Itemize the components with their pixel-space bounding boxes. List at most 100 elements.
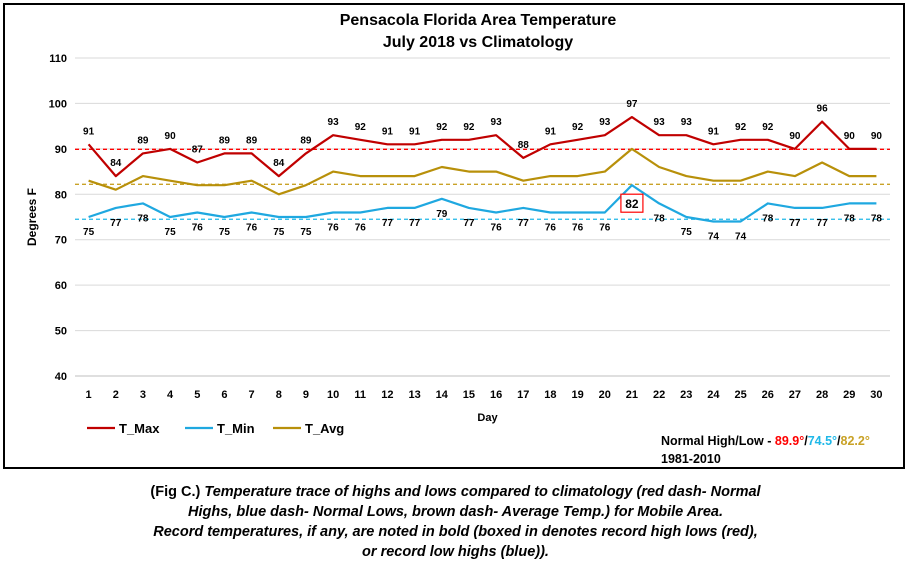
y-tick-label-70: 70: [55, 235, 67, 247]
data-label-t-max-day-1: 91: [83, 126, 95, 137]
data-label-t-min-day-3: 78: [137, 213, 149, 224]
data-label-t-max-day-24: 91: [708, 126, 720, 137]
y-tick-label-40: 40: [55, 371, 67, 383]
normals-separator: /: [804, 434, 808, 448]
data-label-t-max-day-20: 93: [599, 117, 611, 128]
chart-svg: Pensacola Florida Area Temperature July 2…: [25, 12, 890, 466]
x-tick-label-16: 16: [490, 389, 502, 401]
caption-line-1-text: Temperature trace of highs and lows comp…: [200, 484, 761, 500]
x-tick-label-5: 5: [194, 389, 200, 401]
data-label-t-min-day-29: 78: [844, 213, 856, 224]
x-tick-label-21: 21: [626, 389, 638, 401]
normals-annotation-label: Normal High/Low -: [661, 434, 775, 448]
x-tick-label-4: 4: [167, 389, 174, 401]
data-label-t-min-day-19: 76: [572, 222, 584, 233]
x-tick-label-22: 22: [653, 389, 665, 401]
data-label-t-min-day-20: 76: [599, 222, 611, 233]
x-tick-label-6: 6: [221, 389, 227, 401]
x-tick-label-30: 30: [870, 389, 882, 401]
x-tick-label-29: 29: [843, 389, 855, 401]
x-tick-label-26: 26: [762, 389, 774, 401]
data-label-t-min-day-9: 75: [300, 227, 312, 238]
caption-line-3: Record temperatures, if any, are noted i…: [153, 524, 758, 540]
data-label-t-max-day-27: 90: [789, 131, 801, 142]
normals-period: 1981-2010: [661, 452, 721, 466]
y-tick-label-110: 110: [49, 53, 67, 65]
legend-label-t-max: T_Max: [119, 421, 160, 436]
series-line-t-max: [87, 115, 877, 178]
data-label-t-max-day-10: 93: [328, 117, 340, 128]
data-label-t-min-day-28: 77: [817, 218, 829, 229]
data-label-t-min-day-5: 76: [192, 222, 204, 233]
x-tick-label-27: 27: [789, 389, 801, 401]
data-label-t-max-day-9: 89: [300, 135, 312, 146]
x-tick-label-24: 24: [707, 389, 720, 401]
data-label-t-min-day-25: 74: [735, 232, 747, 243]
data-label-t-min-day-11: 76: [355, 222, 367, 233]
caption-line-4: or record low highs (blue)).: [362, 544, 549, 560]
data-label-t-min-day-24: 74: [708, 232, 720, 243]
x-tick-label-19: 19: [571, 389, 583, 401]
caption-line-2: Highs, blue dash- Normal Lows, brown das…: [188, 504, 723, 520]
data-label-t-max-day-19: 92: [572, 122, 584, 133]
x-tick-label-7: 7: [249, 389, 255, 401]
chart-title: Pensacola Florida Area Temperature: [340, 12, 617, 29]
x-tick-label-12: 12: [381, 389, 393, 401]
data-label-t-min-day-17: 77: [518, 218, 530, 229]
normals-annotation: Normal High/Low - 89.9°/74.5°/82.2°: [661, 434, 870, 448]
data-label-t-max-day-21: 97: [626, 99, 638, 110]
y-tick-label-80: 80: [55, 189, 67, 201]
data-label-t-min-day-8: 75: [273, 227, 285, 238]
x-tick-label-2: 2: [113, 389, 119, 401]
data-label-t-max-day-15: 92: [463, 122, 475, 133]
legend-label-t-avg: T_Avg: [305, 421, 344, 436]
data-label-t-max-day-6: 89: [219, 135, 231, 146]
caption-figure-label: (Fig C.): [150, 484, 201, 500]
normal-low-value: 74.5°: [808, 434, 837, 448]
x-tick-label-11: 11: [354, 389, 366, 401]
data-label-t-min-day-27: 77: [789, 218, 801, 229]
data-label-t-max-day-28: 96: [817, 104, 829, 115]
legend-label-t-min: T_Min: [217, 421, 255, 436]
data-label-t-max-day-12: 91: [382, 126, 394, 137]
data-label-t-min-day-14: 79: [436, 209, 448, 220]
data-label-t-max-day-25: 92: [735, 122, 747, 133]
x-tick-label-15: 15: [463, 389, 475, 401]
data-label-t-max-day-29: 90: [844, 131, 856, 142]
x-tick-label-8: 8: [276, 389, 282, 401]
data-label-t-min-day-1: 75: [83, 227, 95, 238]
normal-high-value: 89.9°: [775, 434, 804, 448]
x-tick-label-17: 17: [517, 389, 529, 401]
data-label-t-max-day-4: 90: [165, 131, 177, 142]
data-label-t-max-day-8: 84: [273, 158, 285, 169]
data-label-t-max-day-11: 92: [355, 122, 367, 133]
data-label-t-max-day-7: 89: [246, 135, 258, 146]
caption-line-1: (Fig C.) Temperature trace of highs and …: [0, 482, 911, 502]
data-label-t-min-day-22: 78: [654, 213, 666, 224]
data-label-t-max-day-22: 93: [654, 117, 666, 128]
series-line-t-min: [88, 184, 877, 223]
data-label-t-max-day-5: 87: [192, 144, 204, 155]
normal-avg-value: 82.2°: [841, 434, 870, 448]
data-label-t-max-day-18: 91: [545, 126, 557, 137]
data-label-t-max-day-2: 84: [110, 158, 122, 169]
x-tick-label-18: 18: [544, 389, 556, 401]
data-label-t-min-day-7: 76: [246, 222, 258, 233]
x-tick-label-14: 14: [436, 389, 449, 401]
x-tick-label-28: 28: [816, 389, 828, 401]
data-label-t-max-day-17: 88: [518, 140, 530, 151]
data-label-t-max-day-26: 92: [762, 122, 774, 133]
data-label-t-min-day-30: 78: [871, 213, 883, 224]
x-tick-label-3: 3: [140, 389, 146, 401]
x-tick-label-20: 20: [599, 389, 611, 401]
data-label-t-max-day-14: 92: [436, 122, 448, 133]
data-label-t-min-day-12: 77: [382, 218, 394, 229]
x-tick-label-13: 13: [408, 389, 420, 401]
series-line-t-avg: [88, 147, 877, 196]
chart-subtitle: July 2018 vs Climatology: [383, 34, 573, 51]
record-box-day-21: [620, 193, 644, 213]
data-label-t-min-day-26: 78: [762, 213, 774, 224]
data-label-t-min-day-16: 76: [491, 222, 503, 233]
data-label-t-min-day-18: 76: [545, 222, 557, 233]
data-label-t-min-day-4: 75: [165, 227, 177, 238]
